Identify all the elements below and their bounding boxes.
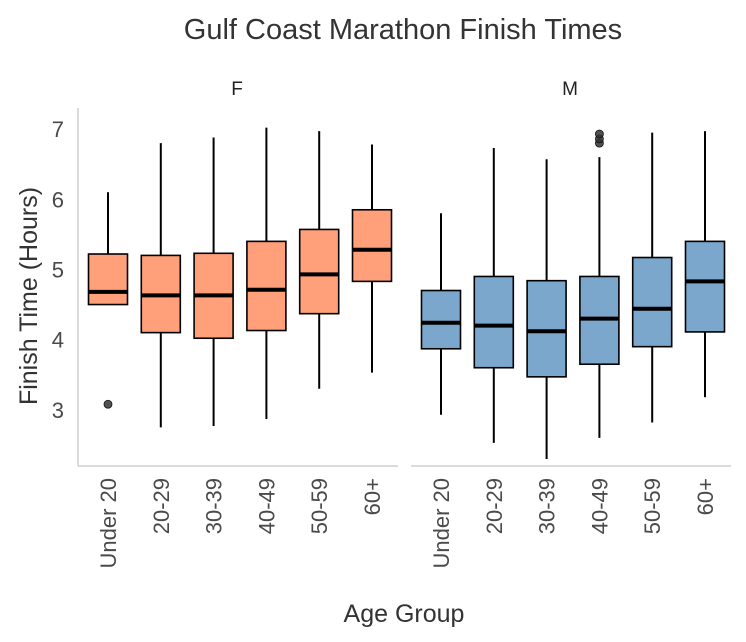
y-tick-label: 5 (52, 257, 64, 282)
x-axis-title: Age Group (344, 600, 465, 628)
box-m-30-39-iqr (526, 279, 567, 378)
box-f-40-49-iqr (246, 240, 287, 332)
box-m-20-29-iqr (473, 275, 515, 369)
y-axis-title: Finish Time (Hours) (15, 187, 43, 405)
y-tick-label: 4 (52, 328, 64, 353)
facet-label-m: M (562, 79, 578, 100)
x-tick-label-f: 50-59 (307, 478, 332, 534)
box-f-50-59-iqr (298, 228, 340, 315)
x-tick-label-m: 60+ (693, 478, 718, 515)
x-tick-label-m: 30-39 (535, 478, 560, 534)
x-tick-label-f: 60+ (360, 478, 385, 515)
chart-title: Gulf Coast Marathon Finish Times (184, 14, 622, 46)
plot-layer: 3 4 5 6 7 Under 20 20-29 30-39 40-49 50-59 60+ Unde… (52, 108, 731, 569)
box-f-60plus-iqr (351, 208, 393, 283)
x-tick-label-f: 20-29 (149, 478, 174, 534)
box-f-under-20-outlier (103, 399, 113, 409)
box-m-under-20-iqr (420, 289, 462, 350)
x-tick-label-f: 30-39 (202, 478, 227, 534)
x-tick-label-f: Under 20 (96, 478, 121, 569)
facet-label-f: F (231, 79, 243, 100)
x-tick-label-m: 20-29 (482, 478, 507, 534)
box-m-60plus-iqr (684, 240, 726, 333)
box-f-under-20-iqr (87, 253, 129, 306)
y-tick-label: 3 (52, 398, 64, 423)
x-tick-label-f: 40-49 (254, 478, 279, 534)
x-tick-label-m: 40-49 (587, 478, 612, 534)
box-m-40-49-outlier (595, 129, 604, 139)
x-tick-label-m: Under 20 (429, 478, 454, 569)
y-tick-label: 6 (52, 187, 64, 212)
x-tick-label-m: 50-59 (640, 478, 665, 534)
box-m-50-59-iqr (631, 256, 673, 348)
y-tick-label: 7 (52, 117, 64, 142)
